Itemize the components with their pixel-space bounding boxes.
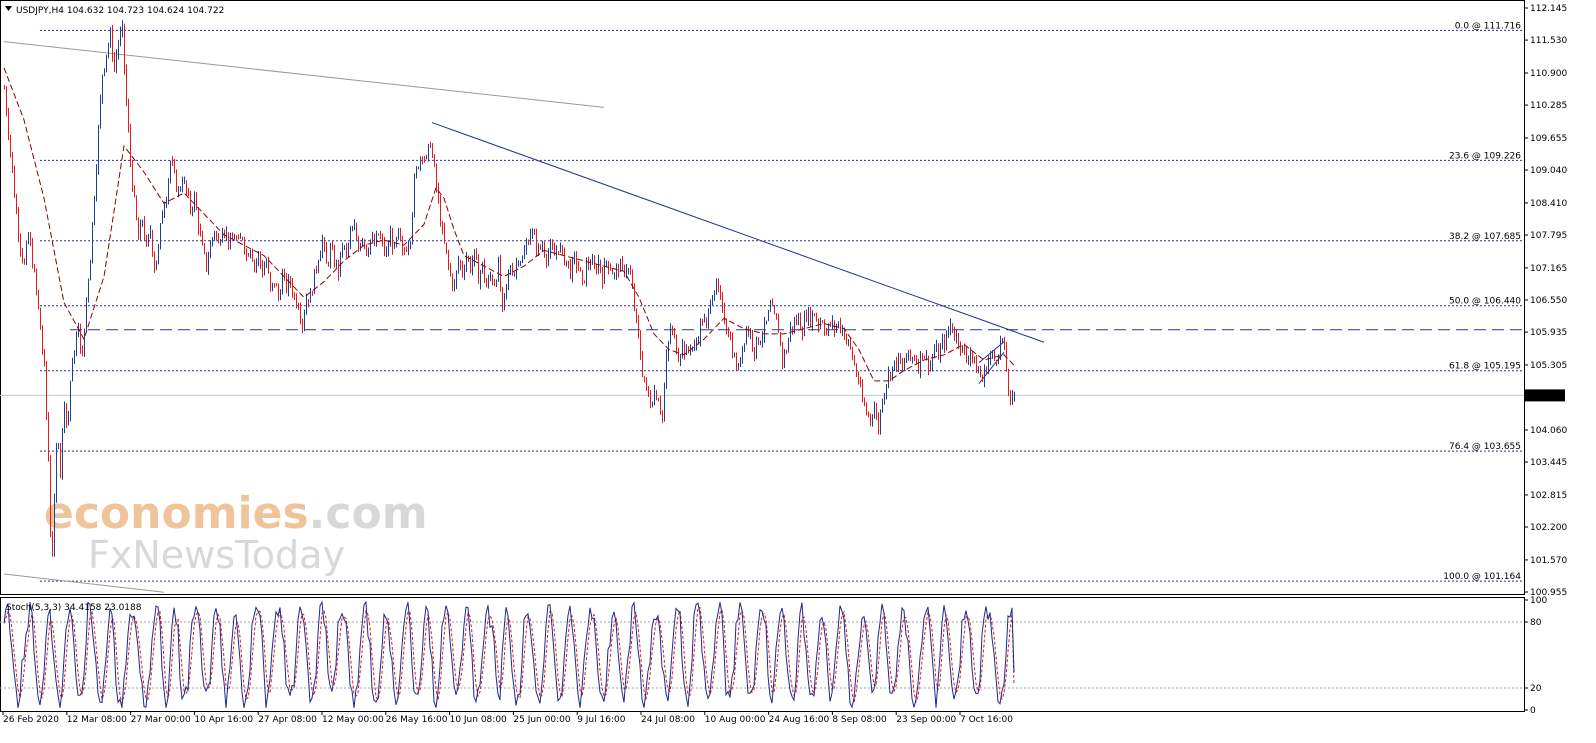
stochastic: 100 80 20 0 xyxy=(0,596,1547,716)
time-tick-label: 7 Oct 16:00 xyxy=(960,715,1013,725)
fib-label-4: 61.8 @ 105.195 xyxy=(1449,362,1521,372)
ma-line xyxy=(3,67,1015,382)
time-tick-label: 24 Jul 08:00 xyxy=(641,715,695,725)
time-tick-label: 24 Aug 16:00 xyxy=(769,715,830,725)
stoch-title: Stoch(5,3,3) 34.4158 23.0188 xyxy=(6,603,142,613)
watermark: economies.com FxNewsToday xyxy=(44,488,428,577)
watermark-brand: economies xyxy=(44,488,309,539)
stoch-tick-label: 80 xyxy=(1530,618,1542,628)
time-tick-label: 12 Mar 08:00 xyxy=(67,715,127,725)
price-tick-label: 107.165 xyxy=(1530,264,1567,274)
fib-levels: 0.0 @ 111.716 23.6 @ 109.226 38.2 @ 107.68… xyxy=(0,21,1524,582)
fib-label-6: 100.0 @ 101.164 xyxy=(1443,572,1521,582)
watermark-sub: FxNewsToday xyxy=(88,533,345,577)
price-tick-label: 112.145 xyxy=(1530,4,1567,14)
price-tick-label: 111.530 xyxy=(1530,36,1567,46)
price-tick-label: 110.900 xyxy=(1530,69,1567,79)
time-tick-label: 10 Aug 00:00 xyxy=(705,715,766,725)
price-tick-label: 103.445 xyxy=(1530,458,1567,468)
time-tick-label: 23 Sep 00:00 xyxy=(896,715,956,725)
price-tick-label: 105.305 xyxy=(1530,361,1567,371)
watermark-brand-suffix: .com xyxy=(309,488,428,539)
stoch-signal-line xyxy=(3,606,1015,704)
fib-label-5: 76.4 @ 103.655 xyxy=(1449,442,1521,452)
time-tick-label: 8 Sep 08:00 xyxy=(832,715,887,725)
trendline-0 xyxy=(431,122,1045,343)
price-tick-label: 108.410 xyxy=(1530,199,1567,209)
symbol-label: USDJPY,H4 xyxy=(16,6,64,16)
price-axis: 112.145 111.530 110.900 110.285 109.655 109.0… xyxy=(1524,4,1567,598)
time-tick-label: 25 Jun 00:00 xyxy=(513,715,570,725)
candles xyxy=(4,20,1015,557)
time-axis: 26 Feb 2020 12 Mar 08:00 27 Mar 00:00 10 Ap… xyxy=(2,711,1013,725)
fib-label-0: 0.0 @ 111.716 xyxy=(1455,21,1522,31)
moving-average xyxy=(3,67,1015,382)
fib-label-2: 38.2 @ 107.685 xyxy=(1449,232,1521,242)
svg-text:economies.com: economies.com xyxy=(44,488,428,539)
stoch-tick-label: 100 xyxy=(1530,596,1547,606)
time-tick-label: 26 May 16:00 xyxy=(386,715,448,725)
price-tick-label: 106.550 xyxy=(1530,296,1567,306)
price-tick-label: 109.040 xyxy=(1530,166,1567,176)
price-tick-label: 102.815 xyxy=(1530,491,1567,501)
price-tick-label: 100.955 xyxy=(1530,588,1567,598)
current-price-label: 104.722 xyxy=(1528,391,1565,401)
trendline-1 xyxy=(3,41,605,108)
ohlc-values: 104.632 104.723 104.624 104.722 xyxy=(67,6,224,16)
dropdown-triangle-icon[interactable] xyxy=(5,6,12,11)
channel-line-0 xyxy=(978,351,1005,384)
stoch-main-line xyxy=(3,600,1015,709)
time-tick-label: 10 Apr 16:00 xyxy=(194,715,253,725)
chart-header: USDJPY,H4 104.632 104.723 104.624 104.72… xyxy=(5,6,224,16)
price-tick-label: 105.935 xyxy=(1530,328,1567,338)
fib-label-1: 23.6 @ 109.226 xyxy=(1449,151,1521,161)
trendlines xyxy=(3,41,1045,593)
price-tick-label: 110.285 xyxy=(1530,101,1567,111)
time-tick-label: 27 Mar 00:00 xyxy=(131,715,191,725)
stoch-tick-label: 20 xyxy=(1530,684,1542,694)
svg-text:USDJPY,H4 104.632 104.723 104.: USDJPY,H4 104.632 104.723 104.624 104.72… xyxy=(16,6,224,16)
time-tick-label: 27 Apr 08:00 xyxy=(258,715,317,725)
price-panel-frame xyxy=(0,0,1525,595)
price-tick-label: 109.655 xyxy=(1530,134,1567,144)
trendline-2 xyxy=(3,573,165,593)
price-tick-label: 101.570 xyxy=(1530,556,1567,566)
current-price-box xyxy=(1525,389,1565,402)
time-tick-label: 26 Feb 2020 xyxy=(3,715,59,725)
stoch-panel-frame xyxy=(0,597,1525,712)
time-tick-label: 12 May 00:00 xyxy=(322,715,384,725)
time-tick-label: 9 Jul 16:00 xyxy=(577,715,626,725)
stoch-tick-label: 0 xyxy=(1530,706,1536,716)
price-tick-label: 102.200 xyxy=(1530,523,1567,533)
channel-line-1 xyxy=(978,341,1005,364)
price-tick-label: 104.060 xyxy=(1530,426,1567,436)
fib-label-3: 50.0 @ 106.440 xyxy=(1449,297,1521,307)
time-tick-label: 10 Jun 08:00 xyxy=(450,715,507,725)
price-tick-label: 107.795 xyxy=(1530,231,1567,241)
